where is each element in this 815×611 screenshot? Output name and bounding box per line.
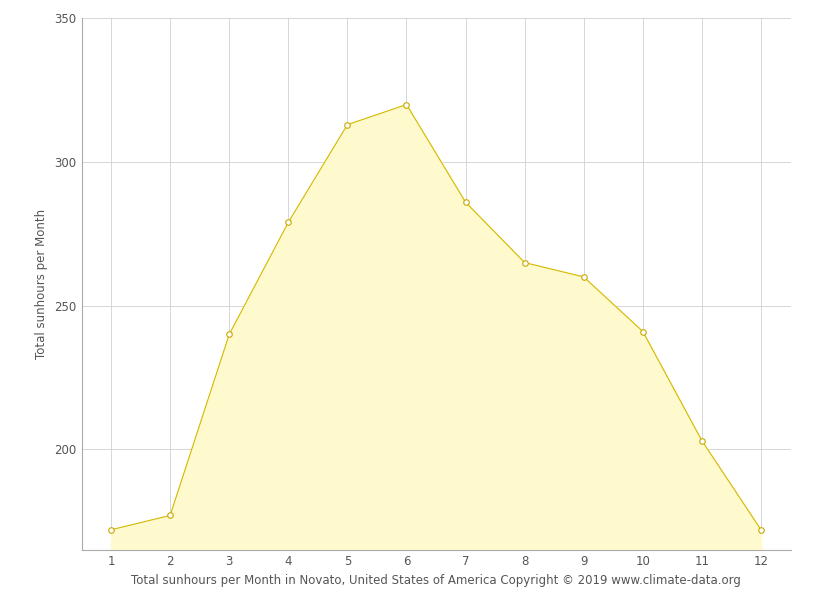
X-axis label: Total sunhours per Month in Novato, United States of America Copyright © 2019 ww: Total sunhours per Month in Novato, Unit… [131,574,741,587]
Y-axis label: Total sunhours per Month: Total sunhours per Month [35,209,48,359]
